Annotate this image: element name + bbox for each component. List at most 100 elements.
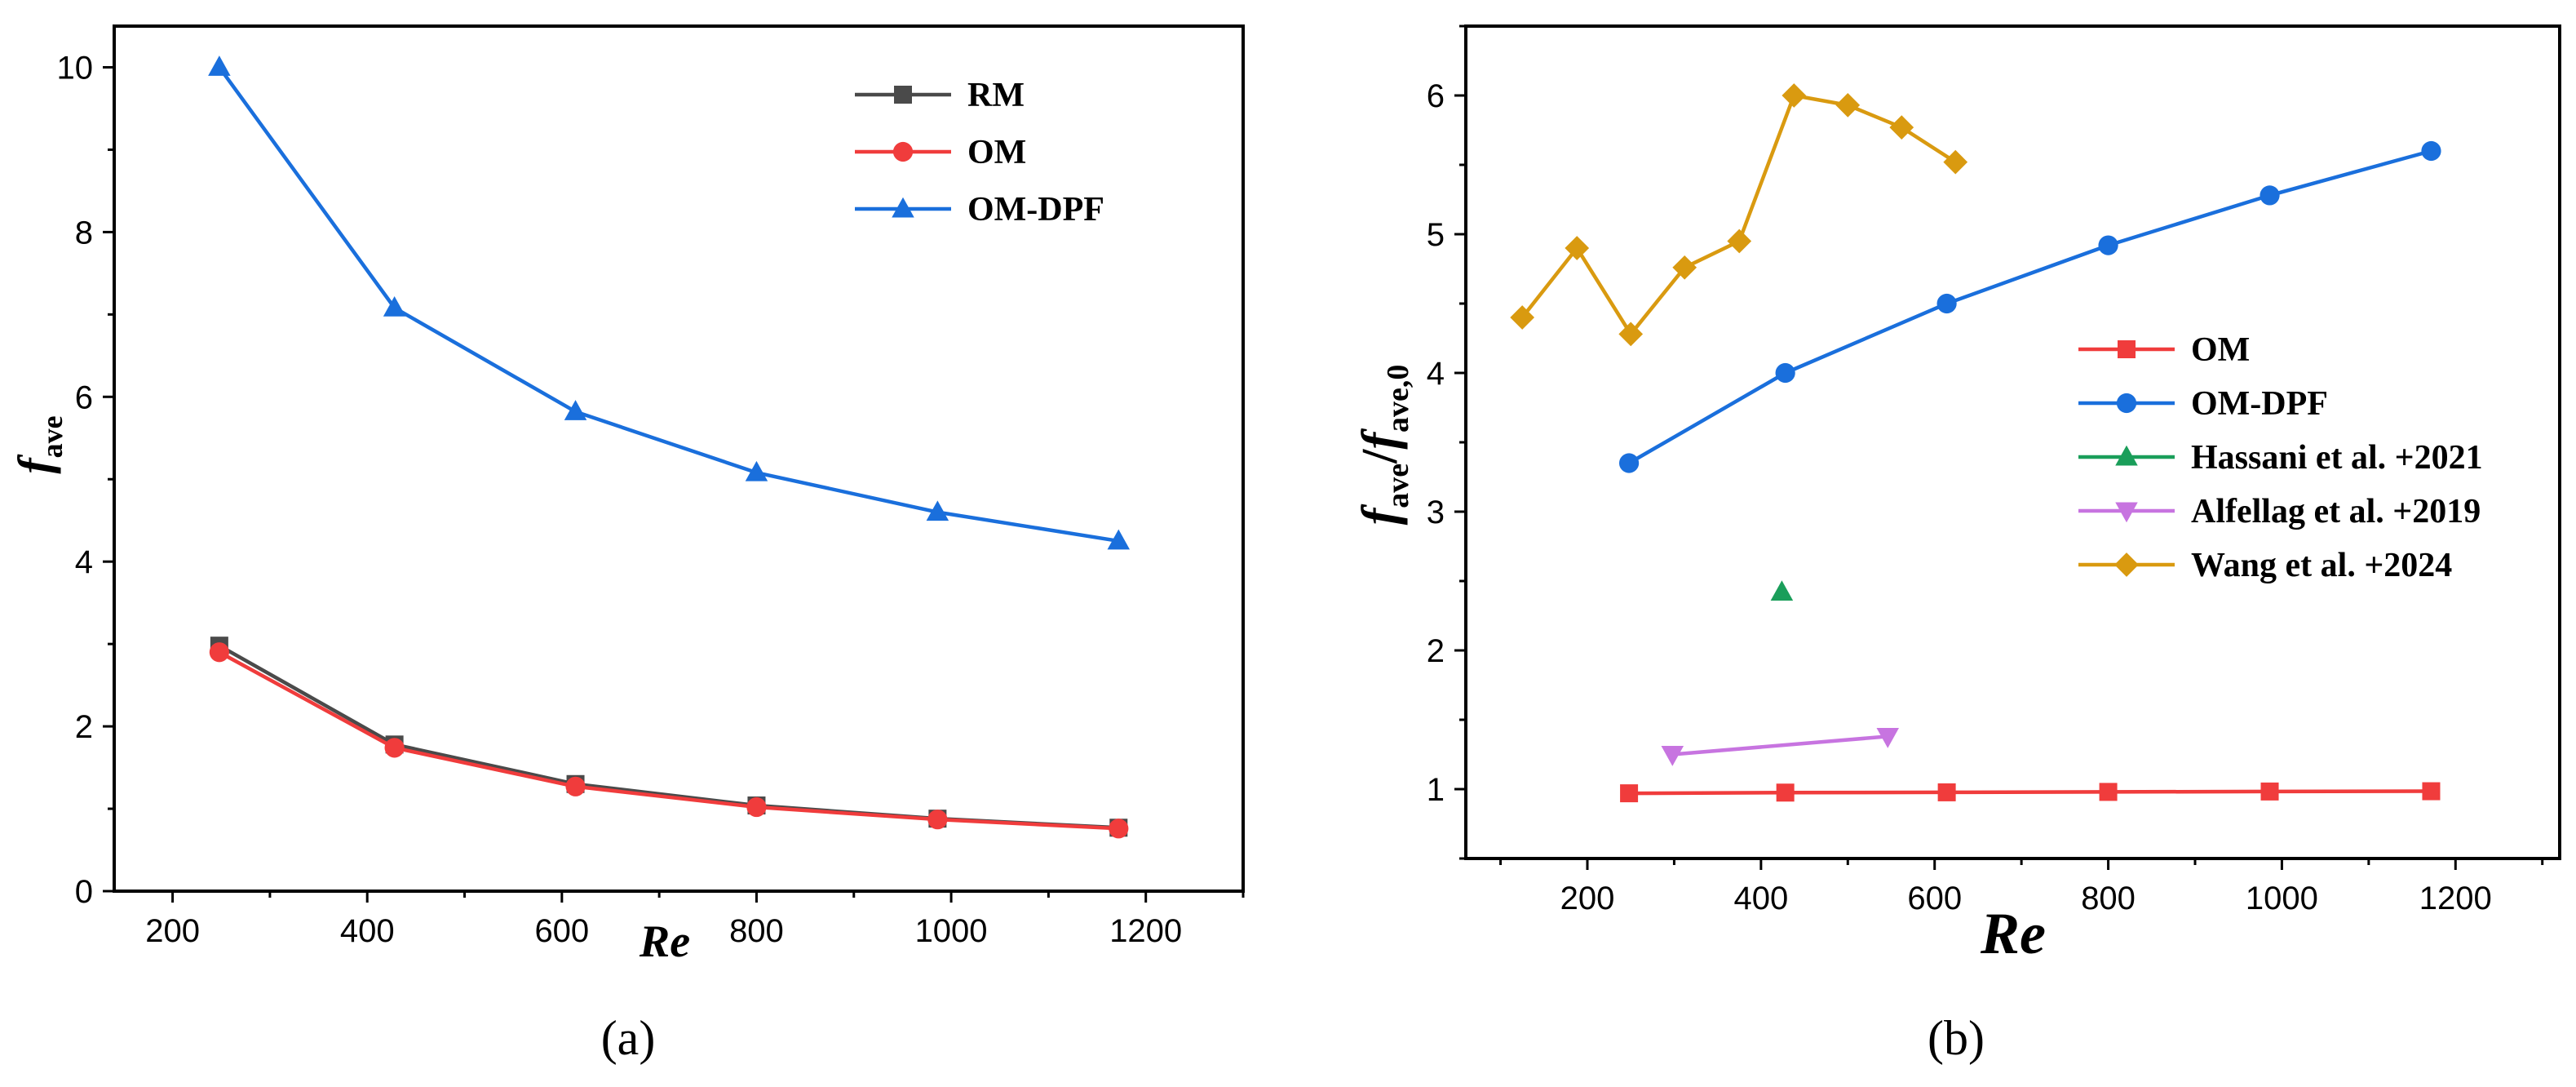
series-hassani-et-al-2021 [1770, 580, 1794, 601]
data-point-om [1620, 784, 1639, 803]
legend-label: OM [967, 134, 1026, 171]
data-point-om [927, 810, 948, 830]
y-tick-label: 10 [57, 50, 94, 86]
series-om-dpf [208, 55, 1131, 550]
y-tick-label: 0 [75, 874, 93, 910]
panel-a-chart: 200 400 600 800 1000 1200 0 2 4 6 8 10 RM OM OM-DPF Re f… [8, 24, 1245, 1065]
x-tick-label: 1000 [2246, 881, 2318, 916]
y-tick-label: 4 [75, 544, 93, 580]
x-tick-label: 200 [1560, 881, 1615, 916]
data-point-om [384, 738, 405, 758]
data-point-om-dpf [2421, 140, 2441, 162]
legend-label: RM [967, 77, 1025, 114]
data-point-wang-et-al-2024 [1727, 228, 1752, 254]
data-point-wang-et-al-2024 [1835, 93, 1861, 118]
legend-marker [894, 86, 912, 104]
x-tick-label: 600 [1907, 881, 1962, 916]
series-alfellag-et-al-2019 [1661, 727, 1899, 766]
series-wang-et-al-2024 [1510, 83, 1968, 347]
legend-label: Alfellag et al. +2019 [2191, 493, 2481, 530]
data-point-hassani-et-al-2021 [1770, 580, 1794, 601]
legend-label: Hassani et al. +2021 [2191, 439, 2483, 477]
data-point-wang-et-al-2024 [1565, 236, 1590, 260]
data-point-alfellag-et-al-2019 [1876, 727, 1899, 748]
series-line-om-dpf [218, 66, 1119, 544]
plot-frame [113, 24, 1245, 893]
data-point-om-dpf [208, 55, 231, 76]
data-point-wang-et-al-2024 [1889, 115, 1914, 140]
series-om [1620, 782, 2441, 803]
data-point-om [2422, 782, 2441, 801]
y-tick-label: 2 [75, 709, 93, 745]
series-rm [210, 637, 1128, 837]
data-point-om-dpf [1618, 453, 1640, 473]
data-point-wang-et-al-2024 [1618, 322, 1644, 347]
data-point-om-dpf [1936, 293, 1957, 314]
x-tick-label: 1200 [1109, 913, 1182, 949]
legend-label: OM-DPF [2191, 385, 2328, 423]
data-point-om [1776, 783, 1795, 802]
data-point-om-dpf [926, 500, 949, 521]
y-axis-title: fave [8, 415, 69, 473]
legend-marker [2118, 340, 2136, 358]
data-point-om [209, 642, 229, 663]
y-tick-label: 5 [1427, 217, 1445, 253]
data-point-om-dpf [2260, 185, 2280, 206]
series-om-dpf [1618, 140, 2441, 473]
data-point-om-dpf [383, 295, 406, 317]
series-line-om-dpf [1627, 149, 2432, 465]
panel-label: (b) [1928, 1011, 1985, 1065]
legend-marker [2115, 445, 2138, 466]
x-tick-label: 1200 [2419, 881, 2492, 916]
series-line-alfellag-et-al-2019 [1672, 734, 1888, 756]
x-tick-label: 600 [534, 913, 589, 949]
legend-marker [2114, 552, 2139, 577]
legend-marker [892, 197, 914, 218]
panel-b-chart: 200 400 600 800 1000 1200 1 2 3 4 5 6 OM OM-DPF Hassan… [1352, 24, 2561, 1065]
legend-label: Wang et al. +2024 [2191, 547, 2452, 584]
legend-marker [892, 141, 914, 162]
y-tick-label: 8 [75, 215, 93, 251]
data-point-om [1109, 819, 1129, 839]
x-tick-label: 200 [145, 913, 200, 949]
series-om [209, 642, 1129, 839]
x-axis-title: Re [639, 916, 690, 967]
legend-marker [2116, 393, 2137, 414]
data-point-om [746, 796, 767, 818]
x-axis-title: Re [1980, 901, 2046, 966]
x-tick-label: 400 [340, 913, 395, 949]
data-point-om-dpf [564, 400, 587, 420]
data-point-wang-et-al-2024 [1672, 255, 1697, 280]
y-tick-label: 6 [75, 379, 93, 415]
series-line-wang-et-al-2024 [1520, 93, 1957, 336]
data-point-om-dpf [2098, 235, 2118, 255]
data-point-om-dpf [745, 460, 768, 481]
x-tick-label: 800 [2081, 881, 2136, 916]
y-tick-label: 6 [1427, 78, 1445, 114]
data-point-om-dpf [1107, 529, 1131, 550]
series-line-rm [218, 644, 1119, 830]
y-axis-title: fave/fave,0 [1352, 365, 1415, 526]
y-tick-label: 4 [1427, 356, 1445, 392]
legend-label: OM-DPF [967, 191, 1104, 228]
data-point-om [1937, 783, 1956, 801]
data-point-om [2260, 782, 2279, 801]
data-point-wang-et-al-2024 [1782, 83, 1807, 108]
y-tick-label: 2 [1427, 633, 1445, 669]
data-point-wang-et-al-2024 [1510, 305, 1535, 330]
x-tick-label: 400 [1733, 881, 1788, 916]
y-tick-label: 3 [1427, 495, 1445, 530]
panel-label: (a) [601, 1011, 656, 1065]
data-point-om-dpf [1775, 362, 1795, 384]
series-line-om [1629, 789, 2432, 796]
data-point-wang-et-al-2024 [1943, 149, 1968, 175]
data-point-om [2099, 783, 2118, 801]
series-line-om [218, 650, 1119, 831]
data-point-om [565, 776, 586, 796]
y-tick-label: 1 [1427, 772, 1445, 808]
x-tick-label: 1000 [915, 913, 988, 949]
x-tick-label: 800 [729, 913, 784, 949]
legend-marker [2115, 502, 2138, 523]
data-point-alfellag-et-al-2019 [1661, 746, 1684, 766]
